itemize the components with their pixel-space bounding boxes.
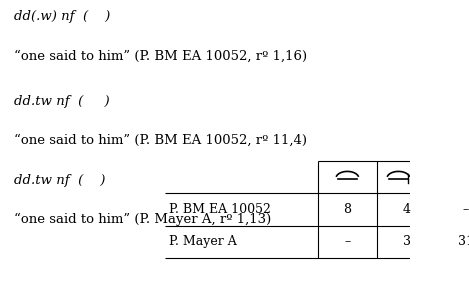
Text: dd(.w) nf  (    ): dd(.w) nf ( ) (14, 10, 110, 23)
Text: 31: 31 (458, 235, 469, 249)
Text: dd.tw nf  (     ): dd.tw nf ( ) (14, 95, 109, 107)
Text: “one said to him” (P. Mayer A, rº 1,13): “one said to him” (P. Mayer A, rº 1,13) (14, 213, 271, 226)
Text: dd.tw nf  (    ): dd.tw nf ( ) (14, 174, 105, 187)
Text: 8: 8 (343, 203, 351, 216)
Text: –: – (462, 203, 469, 216)
Text: 3: 3 (402, 235, 410, 249)
Text: –: – (344, 235, 350, 249)
Text: “one said to him” (P. BM EA 10052, rº 11,4): “one said to him” (P. BM EA 10052, rº 11… (14, 134, 307, 147)
Text: 4: 4 (402, 203, 410, 216)
Text: P. Mayer A: P. Mayer A (169, 235, 236, 249)
Text: P. BM EA 10052: P. BM EA 10052 (169, 203, 271, 216)
Text: “one said to him” (P. BM EA 10052, rº 1,16): “one said to him” (P. BM EA 10052, rº 1,… (14, 49, 307, 62)
